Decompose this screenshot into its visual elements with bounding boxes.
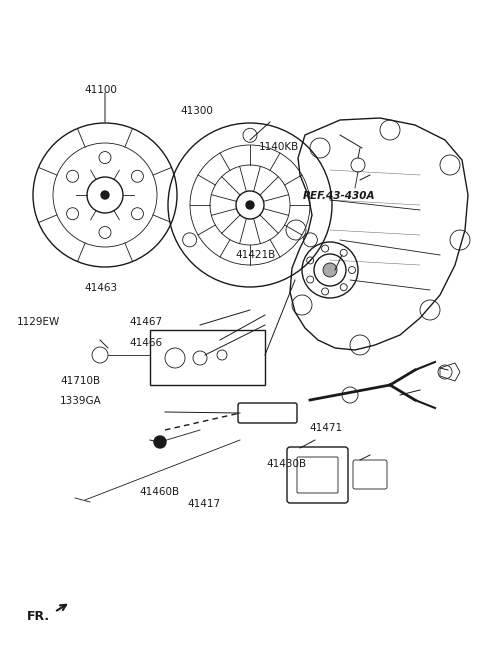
Text: 1129EW: 1129EW	[17, 317, 60, 327]
Text: FR.: FR.	[26, 610, 49, 623]
Text: 41471: 41471	[310, 423, 343, 434]
Text: 41467: 41467	[130, 317, 163, 328]
Circle shape	[323, 263, 337, 277]
Text: REF.43-430A: REF.43-430A	[302, 191, 375, 201]
Text: 41466: 41466	[130, 337, 163, 348]
Text: 41430B: 41430B	[266, 459, 307, 470]
Circle shape	[246, 201, 254, 209]
Text: 41300: 41300	[180, 106, 213, 116]
Text: 1339GA: 1339GA	[60, 396, 102, 406]
Bar	[150, 330, 265, 385]
Circle shape	[101, 191, 109, 199]
Text: 41100: 41100	[84, 85, 117, 95]
Circle shape	[154, 436, 166, 448]
Text: 41421B: 41421B	[235, 250, 276, 260]
Text: 41417: 41417	[187, 498, 220, 509]
Text: 41710B: 41710B	[60, 375, 100, 386]
Text: 1140KB: 1140KB	[259, 142, 300, 152]
Text: 41463: 41463	[84, 283, 117, 293]
FancyArrowPatch shape	[57, 605, 66, 611]
Text: 41460B: 41460B	[139, 487, 180, 497]
